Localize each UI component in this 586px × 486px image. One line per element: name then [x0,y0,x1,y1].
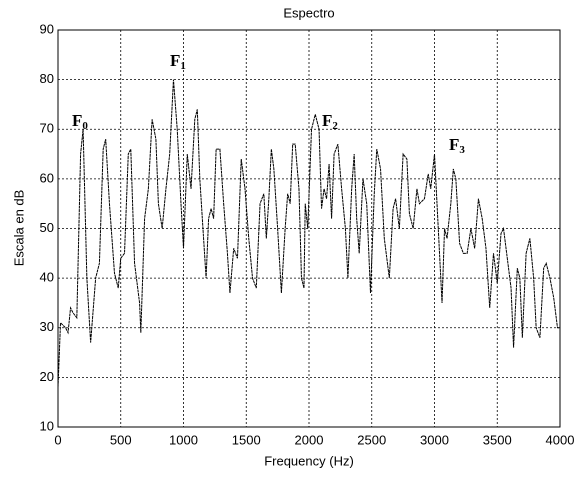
y-tick-label: 60 [40,170,54,185]
y-tick-label: 40 [40,270,54,285]
formant-letter: F [322,111,332,130]
y-tick-label: 50 [40,220,54,235]
formant-letter: F [170,51,180,70]
y-tick-label: 10 [40,418,54,433]
x-tick-label: 2000 [295,432,324,447]
formant-letter: F [449,135,459,154]
formant-letter: F [72,111,82,130]
spectrum-line [57,79,560,388]
x-tick-label: 500 [110,432,132,447]
formant-index: 2 [332,120,338,132]
x-tick-label: 3000 [420,432,449,447]
y-axis-label: Escala en dB [11,190,26,267]
x-tick-label: 4000 [546,432,575,447]
formant-label: F1 [170,51,186,72]
formant-index: 3 [459,144,465,156]
x-tick-label: 2500 [357,432,386,447]
x-axis-label: Frequency (Hz) [264,453,354,468]
y-tick-label: 80 [40,71,54,86]
x-tick-label: 3500 [483,432,512,447]
x-tick-label: 1500 [232,432,261,447]
chart-title: Espectro [283,5,334,20]
formant-label: F0 [72,111,88,132]
y-tick-label: 90 [40,21,54,36]
formant-index: 0 [82,120,88,132]
y-tick-label: 20 [40,369,54,384]
x-tick-label: 0 [54,432,61,447]
y-tick-label: 30 [40,319,54,334]
x-tick-label: 1000 [169,432,198,447]
y-tick-label: 70 [40,121,54,136]
plot-frame [57,29,561,428]
formant-index: 1 [180,60,186,72]
formant-label: F3 [449,135,465,156]
formant-label: F2 [322,111,338,132]
